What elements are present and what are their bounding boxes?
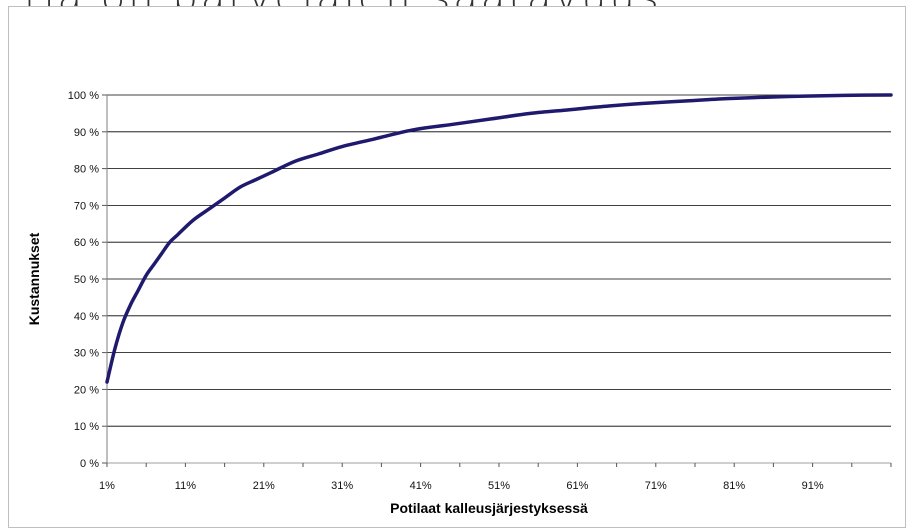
x-tick-label: 61% xyxy=(566,480,588,492)
y-tick-label: 0 % xyxy=(80,458,99,470)
cost-curve-chart: 0 % 10 % 20 % 30 % 40 % 50 % 60 % 70 % 80 % 90 % 1… xyxy=(26,90,893,516)
series-line-0 xyxy=(105,93,893,384)
chart-frame: 0 % 10 % 20 % 30 % 40 % 50 % 60 % 70 % 80 % 90 % 1… xyxy=(8,6,906,528)
x-tick-label: 11% xyxy=(175,480,196,492)
x-tick-label: 1% xyxy=(99,480,115,492)
x-tick-label: 81% xyxy=(723,480,745,492)
y-tick-label: 100 % xyxy=(68,90,99,102)
x-tick-label: 91% xyxy=(802,480,824,492)
y-tick-label: 60 % xyxy=(74,237,99,249)
gridlines xyxy=(102,94,892,467)
x-tick-label: 21% xyxy=(253,480,275,492)
y-tick-label: 20 % xyxy=(74,384,99,396)
x-tick-label: 41% xyxy=(410,480,432,492)
y-tick-label: 30 % xyxy=(74,348,99,360)
series-layer xyxy=(105,93,893,384)
x-tick-label: 31% xyxy=(331,480,353,492)
y-tick-label: 70 % xyxy=(74,200,99,212)
y-tick-label: 90 % xyxy=(74,127,99,139)
x-tick-label: 71% xyxy=(645,480,667,492)
x-tick-label: 51% xyxy=(488,480,510,492)
y-tick-label: 10 % xyxy=(74,421,99,433)
tick-labels: 0 % 10 % 20 % 30 % 40 % 50 % 60 % 70 % 80 % 90 % 1… xyxy=(68,90,824,492)
y-tick-label: 80 % xyxy=(74,164,99,176)
y-tick-label: 40 % xyxy=(74,311,99,323)
y-tick-label: 50 % xyxy=(74,274,99,286)
x-axis-title: Potilaat kalleusjärjestyksessä xyxy=(390,500,588,516)
y-axis-title: Kustannukset xyxy=(26,232,42,325)
